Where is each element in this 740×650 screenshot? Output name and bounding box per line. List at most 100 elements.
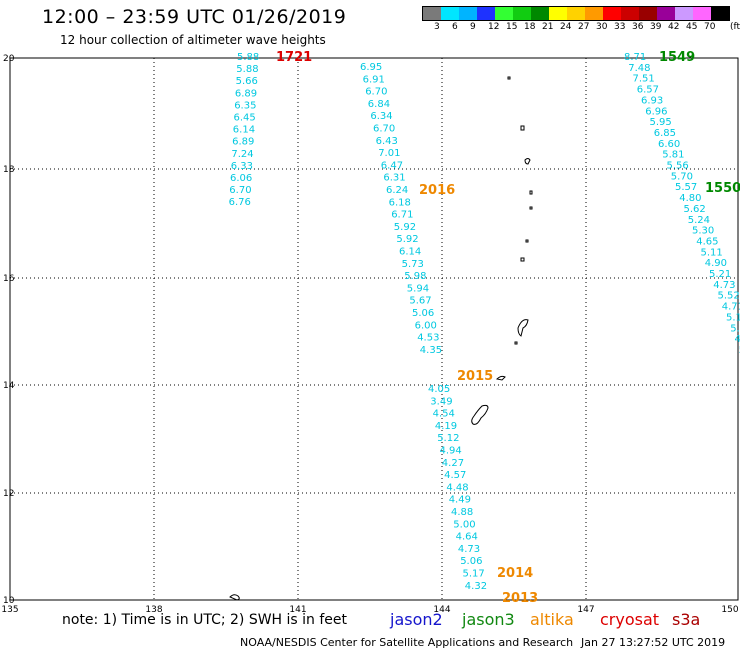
island: [520, 125, 525, 131]
colorbar-swatch: [585, 7, 603, 20]
swh-value: 5.88: [236, 64, 258, 75]
swh-value: 4.19: [435, 421, 457, 432]
swh-value: 5.92: [394, 222, 416, 233]
swh-value: 4.73: [713, 280, 735, 291]
swh-value: 5.12: [437, 433, 459, 444]
colorbar-label: 12: [488, 22, 500, 32]
colorbar-swatch: [657, 7, 675, 20]
swh-value: 6.70: [365, 87, 387, 98]
swh-value: 4.54: [433, 409, 455, 420]
swh-value: 7.48: [628, 63, 650, 74]
legend-jason2: jason2: [390, 610, 443, 629]
colorbar-label: 24: [560, 22, 572, 32]
pass-time-label: 2016: [419, 183, 455, 198]
swh-value: 6.91: [363, 74, 385, 85]
swh-value: 5.81: [662, 150, 684, 161]
swh-value: 6.35: [234, 100, 256, 111]
colorbar-swatch: [693, 7, 711, 20]
colorbar-label: 18: [524, 22, 536, 32]
colorbar-label: 6: [452, 22, 458, 32]
island-south: [229, 594, 240, 601]
swh-value: 4.57: [444, 470, 466, 481]
colorbar-swatch: [495, 7, 513, 20]
colorbar-swatch: [711, 7, 729, 20]
colorbar-label: 30: [596, 22, 608, 32]
colorbar-label: 21: [542, 22, 554, 32]
swh-value: 6.18: [389, 197, 411, 208]
swh-value: 4.88: [451, 507, 473, 518]
swh-value: 6.89: [235, 88, 257, 99]
swh-value: 6.45: [234, 113, 256, 124]
swh-value: 6.89: [232, 137, 254, 148]
swh-value: 5.95: [650, 117, 672, 128]
colorbar-label: 39: [650, 22, 662, 32]
swh-value: 4.71: [722, 302, 740, 313]
swh-value: 6.76: [229, 197, 251, 208]
colorbar-swatch: [639, 7, 657, 20]
colorbar-unit: (ft): [730, 22, 740, 32]
lat-label: 20: [3, 54, 15, 64]
island-rota: [495, 375, 506, 381]
colorbar-swatch: [441, 7, 459, 20]
swh-value: 5.17: [726, 312, 740, 323]
swh-value: 5.92: [396, 234, 418, 245]
lon-label: 144: [433, 605, 450, 615]
swh-value: 4.27: [442, 458, 464, 469]
colorbar-swatch: [567, 7, 585, 20]
lat-label: 14: [3, 381, 15, 391]
colorbar-swatch: [675, 7, 693, 20]
swh-value: 5.98: [404, 271, 426, 282]
lat-label: 12: [3, 489, 14, 499]
swh-value: 5.66: [236, 76, 258, 87]
swh-value: 4.94: [440, 446, 462, 457]
swh-value: 5.17: [463, 569, 485, 580]
swh-value: 4.80: [679, 193, 701, 204]
swh-value: 6.33: [231, 161, 253, 172]
swh-value: 5.62: [684, 204, 706, 215]
island-guam: [471, 404, 489, 425]
swh-value: 5.00: [453, 519, 475, 530]
map-title: 12:00 – 23:59 UTC 01/26/2019: [42, 6, 347, 28]
lon-label: 141: [289, 605, 306, 615]
island: [529, 190, 533, 195]
colorbar-label: 36: [632, 22, 644, 32]
legend-s3a-label: s3a: [672, 610, 701, 629]
swh-value: 4.35: [420, 345, 442, 356]
pass-time-label: 1549: [659, 50, 695, 65]
lon-label: 150: [721, 605, 738, 615]
swh-value: 6.06: [230, 173, 252, 184]
footnote: note: 1) Time is in UTC; 2) SWH is in fe…: [62, 612, 348, 628]
island: [529, 206, 533, 210]
island: [514, 341, 518, 345]
swh-value: 6.60: [658, 139, 680, 150]
swh-value: 6.34: [370, 111, 392, 122]
swh-value: 7.51: [633, 74, 655, 85]
swh-value: 3.49: [430, 396, 452, 407]
legend-altika: altika: [530, 610, 574, 629]
colorbar-label: 3: [434, 22, 440, 32]
swh-value: 5.56: [667, 161, 689, 172]
pass-time-label: 2014: [497, 566, 533, 581]
footer-date: Jan 27 13:27:52 UTC 2019: [581, 636, 726, 649]
swh-value: 5.52: [718, 291, 740, 302]
swh-value: 4.32: [465, 581, 487, 592]
swh-value: 5.06: [412, 308, 434, 319]
legend-altika-label: altika: [530, 610, 574, 629]
swh-value: 6.14: [399, 247, 421, 258]
legend-jason3-label: jason3: [462, 610, 515, 629]
swh-value: 4.05: [428, 384, 450, 395]
legend-cryosat-label: cryosat: [600, 610, 660, 629]
colorbar-swatch: [549, 7, 567, 20]
swh-value: 6.31: [383, 173, 405, 184]
wave-height-colorbar: [422, 6, 730, 21]
swh-value: 4.65: [696, 236, 718, 247]
colorbar-swatch: [513, 7, 531, 20]
swh-value: 4.48: [446, 482, 468, 493]
pass-time-label: 2015: [457, 369, 493, 384]
swh-value: 4.73: [458, 544, 480, 555]
swh-value: 5.06: [460, 556, 482, 567]
island: [520, 257, 525, 262]
swh-value: 6.24: [386, 185, 408, 196]
legend-s3a: s3a: [672, 610, 700, 629]
